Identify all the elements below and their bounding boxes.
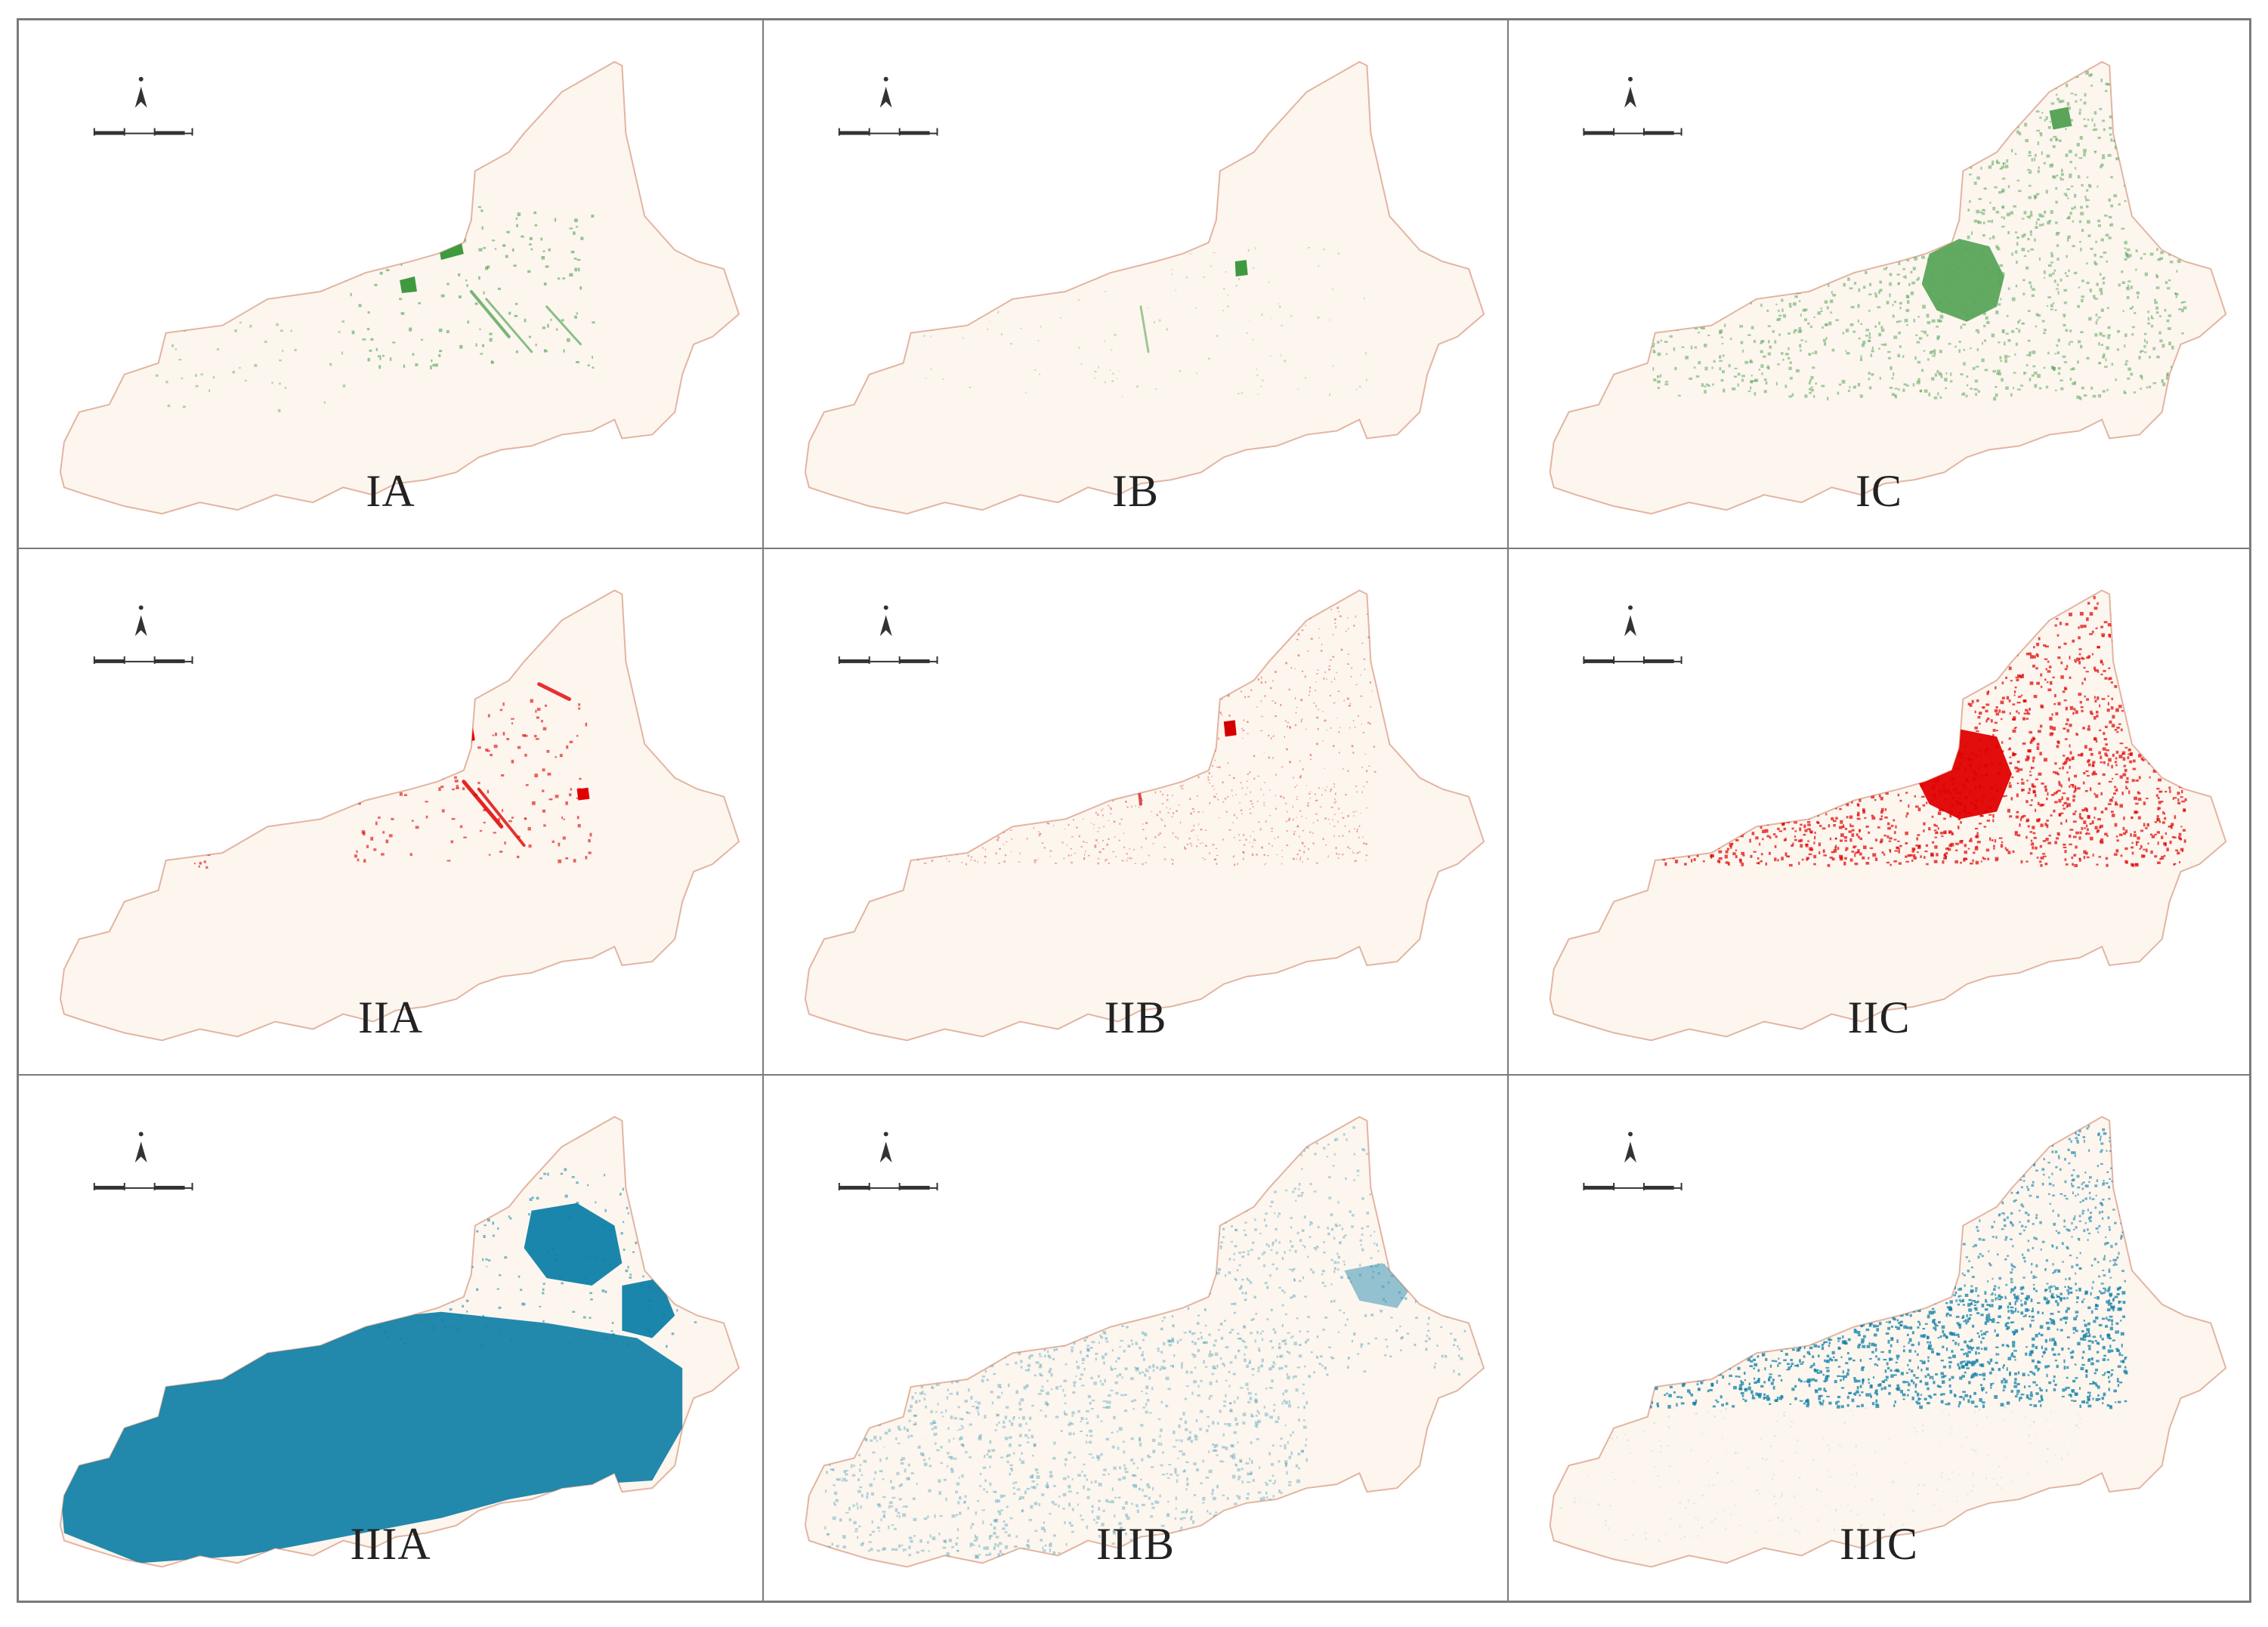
scale-bar-icon [93, 1182, 193, 1190]
north-arrow-icon [134, 76, 147, 108]
region-outline [804, 1116, 1485, 1568]
region-map [804, 60, 1485, 515]
region-outline [59, 60, 740, 515]
map-panel-iiia: IIIA [19, 1076, 764, 1601]
distribution-layer [921, 247, 1367, 397]
north-arrow-icon [879, 605, 892, 637]
north-arrow-icon [1624, 605, 1636, 637]
region-map [59, 60, 740, 515]
map-panel-ia: IA [19, 20, 764, 549]
region-map [804, 1116, 1485, 1568]
region-map [1549, 589, 2227, 1042]
panel-label: IA [366, 466, 416, 516]
panel-label: IIB [1104, 993, 1167, 1042]
scale-bar-icon [838, 128, 938, 136]
scale-bar-icon [93, 656, 193, 664]
distribution-layer [60, 1166, 700, 1564]
panel-label: IIIC [1840, 1519, 1918, 1569]
scale-bar-icon [1583, 656, 1682, 664]
region-map [59, 589, 740, 1042]
panel-label: IIIA [350, 1519, 431, 1569]
scale-bar-icon [1583, 128, 1682, 136]
map-panel-ib: IB [764, 20, 1509, 549]
scale-bar-icon [838, 656, 938, 664]
north-arrow-icon [879, 76, 892, 108]
map-panel-ic: IC [1509, 20, 2249, 549]
region-outline [1549, 60, 2227, 515]
region-outline [804, 589, 1485, 1042]
map-panel-iiib: IIIB [764, 1076, 1509, 1601]
north-arrow-icon [879, 1131, 892, 1163]
panel-label: IC [1855, 466, 1902, 516]
map-panel-iiic: IIIC [1509, 1076, 2249, 1601]
panel-label: IB [1112, 466, 1159, 516]
map-panel-iib: IIB [764, 549, 1509, 1076]
north-arrow-icon [134, 1131, 147, 1163]
region-outline [804, 60, 1485, 515]
north-arrow-icon [134, 605, 147, 637]
region-map [1549, 60, 2227, 515]
region-map [804, 589, 1485, 1042]
panel-label: IIA [357, 993, 424, 1042]
north-arrow-icon [1624, 1131, 1636, 1163]
map-panel-iia: IIA [19, 549, 764, 1076]
map-panel-iic: IIC [1509, 549, 2249, 1076]
region-map [1549, 1116, 2227, 1568]
region-outline [1549, 589, 2227, 1042]
panel-label: IIC [1847, 993, 1911, 1042]
north-arrow-icon [1624, 76, 1636, 108]
scale-bar-icon [1583, 1182, 1682, 1190]
map-figure-grid: IA IB IC IIA IIB IIC IIIA IIIB IIIC [17, 18, 2251, 1603]
distribution-layer [1652, 66, 2187, 401]
region-map [59, 1116, 740, 1568]
scale-bar-icon [838, 1182, 938, 1190]
region-outline [59, 589, 740, 1042]
scale-bar-icon [93, 128, 193, 136]
panel-label: IIIB [1096, 1519, 1175, 1569]
